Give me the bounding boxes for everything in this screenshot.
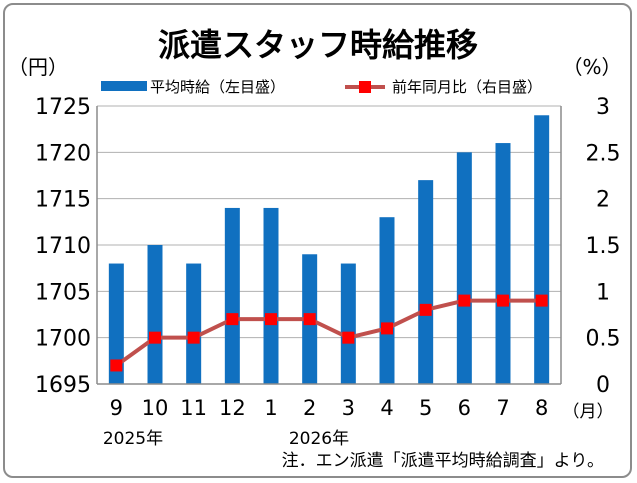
line-point-6 xyxy=(458,294,471,307)
legend-bar-swatch xyxy=(101,81,147,91)
left-tick-label: 1710 xyxy=(35,234,91,259)
x-tick-label: 11 xyxy=(180,396,207,420)
x-tick-label: 1 xyxy=(264,396,277,420)
left-axis-ticks: 1695 1700 1705 1710 1715 1720 1725 xyxy=(35,95,91,398)
left-tick-label: 1720 xyxy=(35,141,91,166)
bar-series xyxy=(108,115,550,385)
right-tick-label: 1 xyxy=(596,280,610,305)
left-tick-label: 1700 xyxy=(35,327,91,352)
right-axis-unit: （%） xyxy=(562,55,621,79)
x-tick-label: 2 xyxy=(303,396,316,420)
line-point-3 xyxy=(342,331,355,344)
bar-4 xyxy=(379,217,395,384)
source-note: 注．エン派遣「派遣平均時給調査」より。 xyxy=(282,451,604,471)
x-tick-label: 10 xyxy=(142,396,169,420)
year-label-2025: 2025年 xyxy=(103,429,163,449)
x-tick-label: 4 xyxy=(380,396,393,420)
left-tick-label: 1695 xyxy=(35,373,91,398)
bar-12 xyxy=(224,207,240,384)
line-point-1 xyxy=(265,313,277,326)
line-point-8 xyxy=(535,294,548,307)
x-tick-label: 8 xyxy=(535,396,548,420)
line-point-11 xyxy=(187,331,200,344)
bar-10 xyxy=(147,245,163,384)
year-label-2026: 2026年 xyxy=(289,429,349,449)
right-tick-label: 0 xyxy=(596,373,610,398)
line-point-7 xyxy=(497,294,509,307)
x-tick-label: 7 xyxy=(496,396,509,420)
bar-8 xyxy=(534,115,550,385)
legend-line-marker xyxy=(359,81,371,93)
right-tick-label: 3 xyxy=(596,95,610,120)
chart-title: 派遣スタッフ時給推移 xyxy=(158,26,478,64)
bar-11 xyxy=(186,263,202,384)
bar-1 xyxy=(263,207,279,384)
x-axis-ticks: 9 10 11 12 1 2 3 4 5 6 7 8 xyxy=(110,396,549,420)
x-tick-label: 6 xyxy=(458,396,471,420)
line-point-5 xyxy=(419,303,432,316)
line-point-10 xyxy=(149,331,161,344)
gridlines xyxy=(97,105,561,339)
plot-axes xyxy=(96,106,562,385)
right-tick-label: 0.5 xyxy=(586,327,621,352)
x-tick-label: 5 xyxy=(419,396,432,420)
right-axis-ticks: 0 0.5 1 1.5 2 2.5 3 xyxy=(586,95,621,398)
bar-7 xyxy=(495,143,511,384)
x-tick-label: 12 xyxy=(219,396,246,420)
x-tick-label: 9 xyxy=(110,396,123,420)
bar-6 xyxy=(456,152,472,384)
right-tick-label: 1.5 xyxy=(586,234,621,259)
line-point-4 xyxy=(381,322,393,335)
legend: 平均時給（左目盛） 前年同月比（右目盛） xyxy=(101,78,542,96)
line-point-12 xyxy=(226,313,239,326)
left-tick-label: 1725 xyxy=(35,95,91,120)
left-tick-label: 1715 xyxy=(35,188,91,213)
x-axis-unit: （月） xyxy=(563,402,614,422)
legend-line-label: 前年同月比（右目盛） xyxy=(392,78,542,96)
line-series xyxy=(110,294,548,372)
x-tick-label: 3 xyxy=(342,396,355,420)
bar-9 xyxy=(108,263,124,384)
legend-bar-label: 平均時給（左目盛） xyxy=(150,78,285,96)
line-point-9 xyxy=(110,359,123,372)
left-tick-label: 1705 xyxy=(35,280,91,305)
right-tick-label: 2.5 xyxy=(586,141,621,166)
right-tick-label: 2 xyxy=(596,188,610,213)
left-axis-unit: （円） xyxy=(8,55,68,79)
bar-3 xyxy=(340,263,356,384)
line-path xyxy=(115,298,542,368)
bar-5 xyxy=(418,180,434,384)
line-point-2 xyxy=(303,313,316,326)
